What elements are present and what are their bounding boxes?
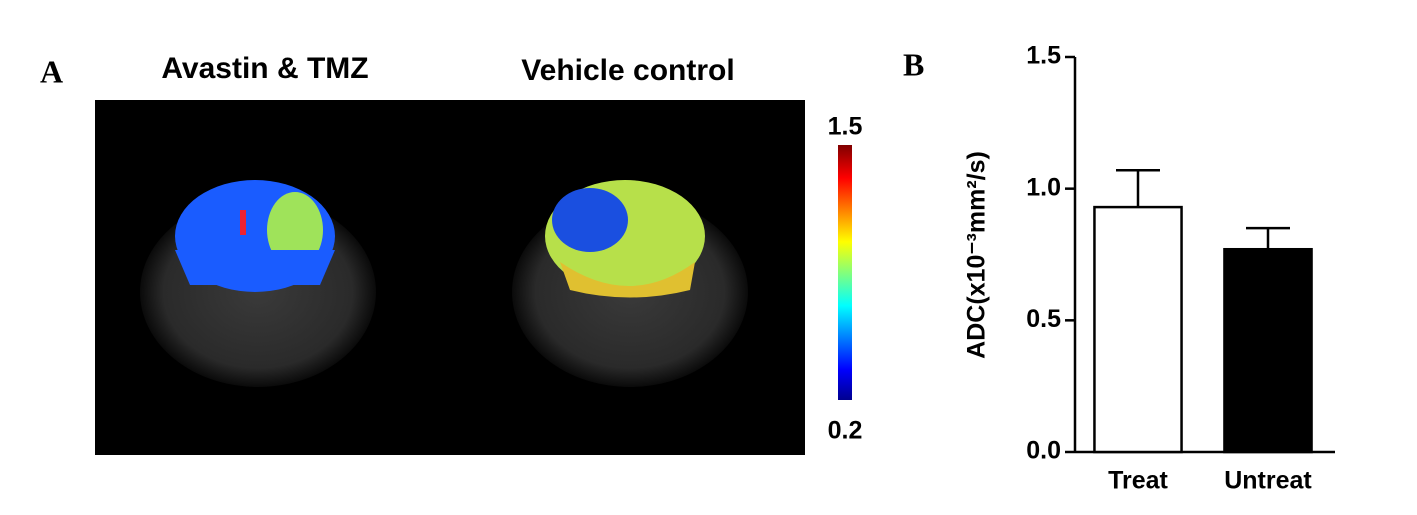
mri-treated: [140, 180, 376, 387]
bar: [1223, 247, 1313, 454]
panel-label: A: [40, 53, 63, 89]
panel-label: B: [903, 46, 924, 82]
image-title: Vehicle control: [521, 54, 734, 87]
mri-control: [512, 180, 748, 387]
y-tick-label: 0.0: [1026, 437, 1061, 465]
y-axis-label: ADC(x10⁻³mm²/s): [963, 151, 991, 359]
y-tick-label: 1.0: [1026, 173, 1061, 201]
image-title: Avastin & TMZ: [161, 52, 368, 85]
colorbar: [838, 145, 852, 400]
bar: [1093, 205, 1183, 454]
y-tick-label: 1.5: [1026, 42, 1061, 70]
colorbar-min: 0.2: [828, 417, 863, 445]
y-tick-label: 0.5: [1026, 305, 1061, 333]
colorbar-max: 1.5: [828, 113, 863, 141]
x-tick-label: Untreat: [1224, 467, 1312, 495]
x-tick-label: Treat: [1108, 467, 1168, 495]
